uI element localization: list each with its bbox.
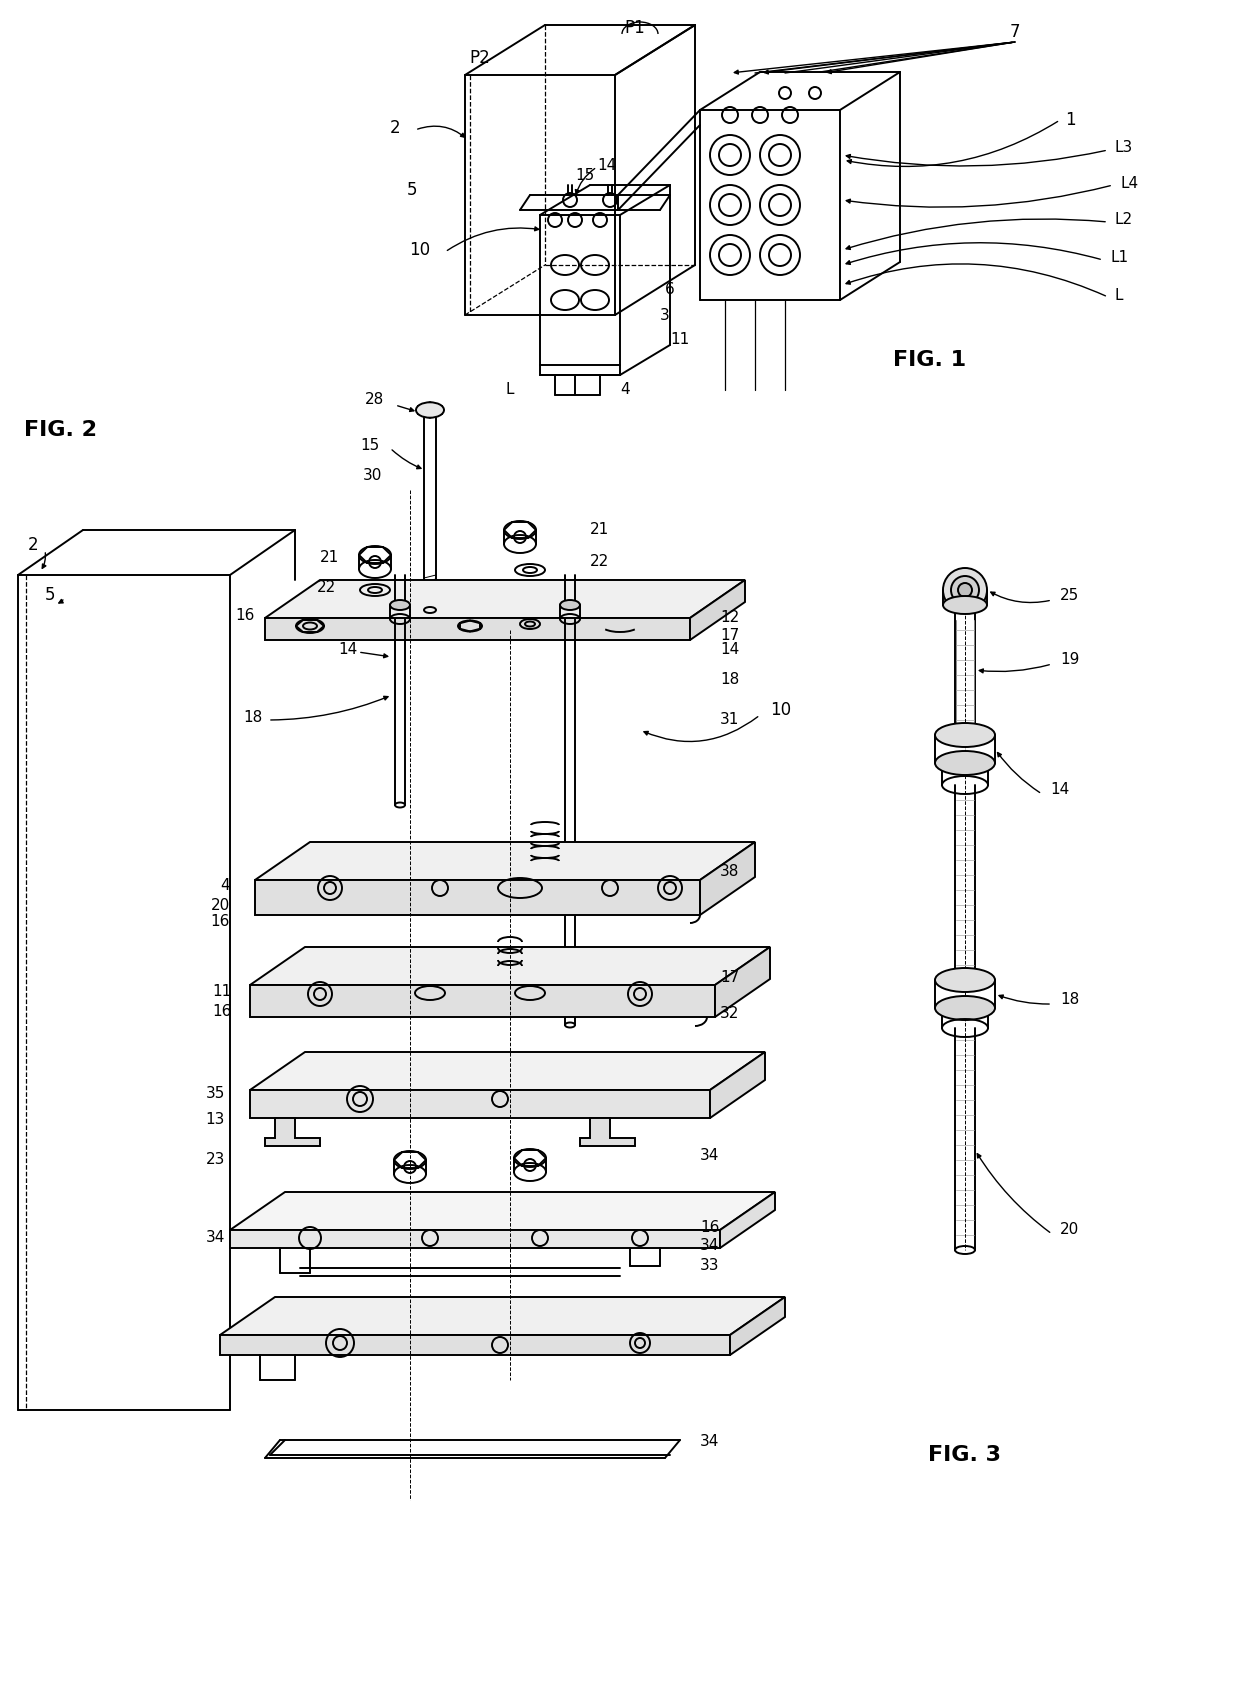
Polygon shape <box>255 842 755 880</box>
Text: L3: L3 <box>1115 140 1133 155</box>
Text: 14: 14 <box>598 157 616 172</box>
Text: 21: 21 <box>320 549 340 564</box>
Text: 18: 18 <box>243 711 263 726</box>
Text: 28: 28 <box>366 392 384 407</box>
Text: 22: 22 <box>317 580 336 595</box>
Text: FIG. 2: FIG. 2 <box>24 419 97 440</box>
Text: 2: 2 <box>27 535 38 554</box>
Polygon shape <box>229 1192 775 1229</box>
Polygon shape <box>265 1118 320 1146</box>
Polygon shape <box>219 1298 785 1335</box>
Text: L: L <box>1115 288 1123 302</box>
Text: 5: 5 <box>45 587 56 604</box>
Text: 16: 16 <box>211 914 229 929</box>
Text: 14: 14 <box>1050 783 1069 798</box>
Polygon shape <box>265 580 745 617</box>
Text: 17: 17 <box>720 627 739 643</box>
Ellipse shape <box>415 402 444 418</box>
Polygon shape <box>580 1118 635 1146</box>
Polygon shape <box>701 842 755 916</box>
Text: L4: L4 <box>1120 176 1138 191</box>
Text: 23: 23 <box>206 1153 224 1168</box>
Polygon shape <box>711 1052 765 1118</box>
Text: 22: 22 <box>590 554 609 569</box>
Text: 14: 14 <box>720 643 739 658</box>
Text: 4: 4 <box>620 382 630 397</box>
Text: 15: 15 <box>361 438 379 452</box>
Text: 20: 20 <box>211 897 229 912</box>
Text: FIG. 1: FIG. 1 <box>894 350 966 370</box>
Text: 18: 18 <box>720 672 739 687</box>
Text: 10: 10 <box>770 701 791 720</box>
Text: 38: 38 <box>720 864 739 880</box>
Polygon shape <box>250 1052 765 1089</box>
Text: 20: 20 <box>1060 1222 1079 1238</box>
Text: P1: P1 <box>625 19 645 38</box>
Text: 5: 5 <box>407 181 417 199</box>
Text: L: L <box>506 382 515 397</box>
Text: 11: 11 <box>671 332 689 348</box>
Polygon shape <box>250 985 715 1016</box>
Text: 25: 25 <box>1060 588 1079 604</box>
Text: 3: 3 <box>660 307 670 322</box>
Text: L2: L2 <box>1115 213 1133 227</box>
Text: 34: 34 <box>701 1147 719 1163</box>
Circle shape <box>951 576 980 604</box>
Text: 33: 33 <box>701 1258 719 1272</box>
Polygon shape <box>229 1229 720 1248</box>
Text: 11: 11 <box>213 984 232 999</box>
Text: 16: 16 <box>212 1004 232 1020</box>
Polygon shape <box>720 1192 775 1248</box>
Text: 17: 17 <box>720 970 739 984</box>
Text: 35: 35 <box>206 1086 224 1100</box>
Polygon shape <box>689 580 745 639</box>
Text: 13: 13 <box>206 1112 224 1127</box>
Polygon shape <box>219 1335 730 1355</box>
Polygon shape <box>250 1089 711 1118</box>
Text: 30: 30 <box>363 467 383 483</box>
Text: 31: 31 <box>720 713 739 728</box>
Text: 16: 16 <box>236 607 255 622</box>
Circle shape <box>942 568 987 612</box>
Text: FIG. 3: FIG. 3 <box>929 1446 1002 1465</box>
Text: 32: 32 <box>720 1006 739 1021</box>
Ellipse shape <box>391 600 410 610</box>
Ellipse shape <box>935 750 994 776</box>
Polygon shape <box>250 946 770 985</box>
Text: 6: 6 <box>665 283 675 297</box>
Text: P2: P2 <box>470 49 490 66</box>
Text: 16: 16 <box>701 1221 719 1236</box>
Ellipse shape <box>935 996 994 1020</box>
Polygon shape <box>730 1298 785 1355</box>
Text: 34: 34 <box>701 1434 719 1449</box>
Text: 14: 14 <box>339 643 357 658</box>
Ellipse shape <box>560 600 580 610</box>
Text: 4: 4 <box>221 878 229 892</box>
Text: 7: 7 <box>1009 22 1021 41</box>
Text: 19: 19 <box>1060 653 1079 667</box>
Polygon shape <box>255 880 701 916</box>
Text: 1: 1 <box>1065 111 1075 130</box>
Ellipse shape <box>935 968 994 992</box>
Polygon shape <box>715 946 770 1016</box>
Text: 18: 18 <box>1060 992 1079 1008</box>
Text: L1: L1 <box>1110 251 1128 266</box>
Text: 2: 2 <box>389 119 401 136</box>
Ellipse shape <box>935 723 994 747</box>
Text: 34: 34 <box>206 1231 224 1245</box>
Text: 12: 12 <box>720 610 739 626</box>
Text: 10: 10 <box>409 240 430 259</box>
Text: 21: 21 <box>590 522 609 537</box>
Text: 15: 15 <box>575 167 595 182</box>
Circle shape <box>959 583 972 597</box>
Text: 34: 34 <box>701 1238 719 1253</box>
Ellipse shape <box>942 597 987 614</box>
Polygon shape <box>265 617 689 639</box>
